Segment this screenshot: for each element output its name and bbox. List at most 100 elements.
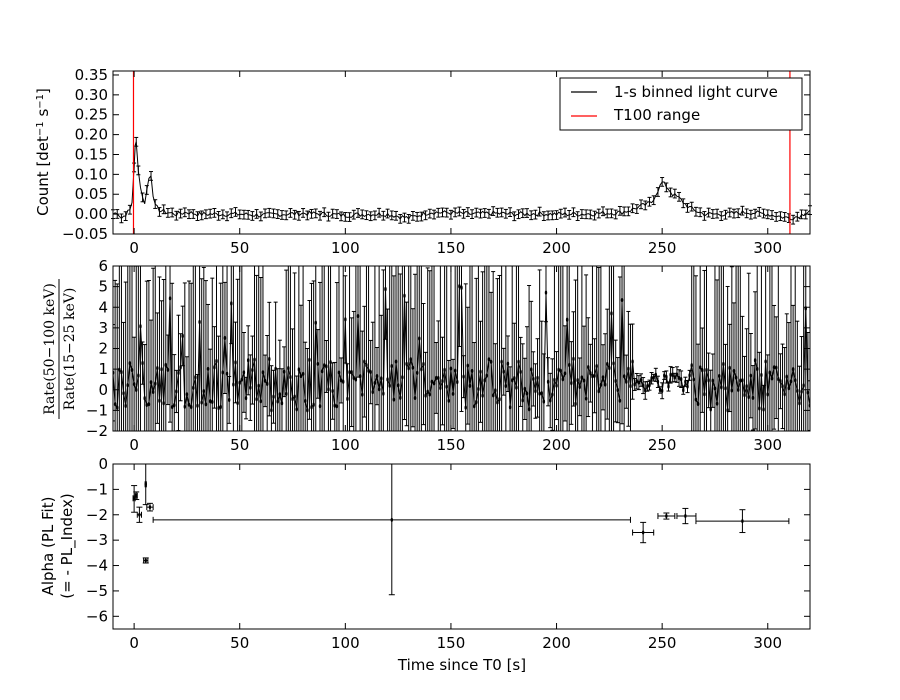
hardness-ratio-point xyxy=(280,401,284,406)
hardness-ratio-point xyxy=(151,389,155,395)
hardness-ratio-data xyxy=(113,266,810,431)
hardness-ratio-point xyxy=(428,392,432,397)
hardness-ratio-xtick-label: 100 xyxy=(331,436,360,454)
hardness-ratio-point xyxy=(637,380,641,385)
hardness-ratio-point xyxy=(189,404,193,410)
hardness-ratio-point xyxy=(646,384,649,389)
hardness-ratio-point xyxy=(633,382,636,387)
hardness-ratio-point xyxy=(479,369,482,375)
hardness-ratio-point xyxy=(198,319,201,325)
hardness-ratio-point xyxy=(270,408,273,413)
hardness-ratio-point xyxy=(768,370,772,375)
hardness-ratio-point xyxy=(242,370,246,375)
hardness-ratio-point xyxy=(426,389,429,394)
hardness-ratio-point xyxy=(365,362,368,368)
hardness-ratio-point xyxy=(639,377,643,383)
alpha-xtick-label: 200 xyxy=(542,634,571,652)
hardness-ratio-point xyxy=(460,285,463,290)
hardness-ratio-point xyxy=(232,382,235,387)
hardness-ratio-point xyxy=(253,357,256,362)
hardness-ratio-point xyxy=(525,391,529,396)
hardness-ratio-point xyxy=(779,379,782,384)
hardness-ratio-point xyxy=(705,367,708,373)
hardness-ratio-point xyxy=(494,388,497,393)
hardness-ratio-point xyxy=(217,405,220,411)
alpha-xtick-label: 0 xyxy=(129,634,139,652)
light-curve-ylabel: Count [det−1 s−1] xyxy=(34,88,52,216)
hardness-ratio-point xyxy=(572,356,575,362)
hardness-ratio-point xyxy=(323,363,326,368)
hardness-ratio-point xyxy=(297,367,301,372)
hardness-ratio-point xyxy=(468,383,472,389)
hardness-ratio-point xyxy=(194,375,197,380)
hardness-ratio-point xyxy=(730,388,734,393)
hardness-ratio-point xyxy=(673,375,677,380)
hardness-ratio-point xyxy=(132,381,136,387)
hardness-ratio-point xyxy=(487,357,491,362)
hardness-ratio-point xyxy=(709,407,712,412)
alpha-ytick-label: −2 xyxy=(86,506,108,524)
hardness-ratio-point xyxy=(741,378,744,383)
hardness-ratio-point xyxy=(612,361,615,366)
hardness-ratio-point xyxy=(261,370,265,375)
hardness-ratio-point xyxy=(470,368,474,374)
hardness-ratio-point xyxy=(472,404,476,409)
hardness-ratio-point xyxy=(800,389,803,394)
hardness-ratio-point xyxy=(464,405,467,410)
hardness-ratio-point xyxy=(287,366,290,371)
hardness-ratio-point xyxy=(775,365,778,370)
hardness-ratio-point xyxy=(149,380,153,385)
hardness-ratio-point xyxy=(399,395,402,400)
hardness-ratio-point xyxy=(348,369,351,375)
hardness-ratio-point xyxy=(736,387,740,393)
hardness-ratio-point xyxy=(751,395,755,401)
light-curve-xtick-label: 100 xyxy=(331,239,360,257)
alpha-xtick-label: 150 xyxy=(437,634,466,652)
hardness-ratio-point xyxy=(527,407,531,412)
hardness-ratio-point xyxy=(466,363,470,368)
hardness-ratio-point xyxy=(601,375,605,380)
hardness-ratio-point xyxy=(679,377,683,382)
hardness-ratio-point xyxy=(196,403,199,408)
hardness-ratio-point xyxy=(559,368,562,374)
hardness-ratio-point xyxy=(308,357,311,363)
hardness-ratio-point xyxy=(208,399,212,404)
hardness-ratio-point xyxy=(352,375,355,381)
hardness-ratio-point xyxy=(223,335,227,341)
alpha-point xyxy=(684,514,687,519)
hardness-ratio-point xyxy=(299,373,303,379)
hardness-ratio-point xyxy=(669,372,672,378)
hardness-ratio-point xyxy=(137,373,140,378)
hardness-ratio-point xyxy=(561,377,565,382)
hardness-ratio-point xyxy=(130,367,134,373)
ylabel-superscript: −1 xyxy=(35,121,46,136)
hardness-ratio-point xyxy=(519,369,522,375)
hardness-ratio-point xyxy=(696,401,700,407)
light-curve-xtick-label: 300 xyxy=(753,239,782,257)
hardness-ratio-point xyxy=(147,402,151,407)
hardness-ratio-point xyxy=(496,400,499,405)
hardness-ratio-point xyxy=(753,358,757,363)
hardness-ratio-point xyxy=(392,397,396,402)
hardness-ratio-point xyxy=(164,362,168,368)
hardness-ratio-point xyxy=(411,365,415,370)
hardness-ratio-point xyxy=(265,381,269,387)
hardness-ratio-point xyxy=(675,372,679,377)
hardness-ratio-point xyxy=(449,366,453,371)
hardness-ratio-point xyxy=(724,386,727,391)
hardness-ratio-point xyxy=(660,388,664,393)
hardness-ratio-point xyxy=(758,406,761,411)
hardness-ratio-point xyxy=(794,378,797,383)
hardness-ratio-point xyxy=(745,384,748,389)
hardness-ratio-point xyxy=(589,370,592,376)
hardness-ratio-point xyxy=(734,375,738,380)
hardness-ratio-point xyxy=(667,384,670,389)
hardness-ratio-point xyxy=(641,383,645,388)
hardness-ratio-point xyxy=(377,387,381,392)
hardness-ratio-point xyxy=(276,399,279,404)
hardness-ratio-point xyxy=(413,395,417,401)
hardness-ratio-point xyxy=(418,336,421,341)
hardness-ratio-point xyxy=(388,383,391,388)
hardness-ratio-point xyxy=(113,401,117,407)
hardness-ratio-point xyxy=(772,365,776,370)
